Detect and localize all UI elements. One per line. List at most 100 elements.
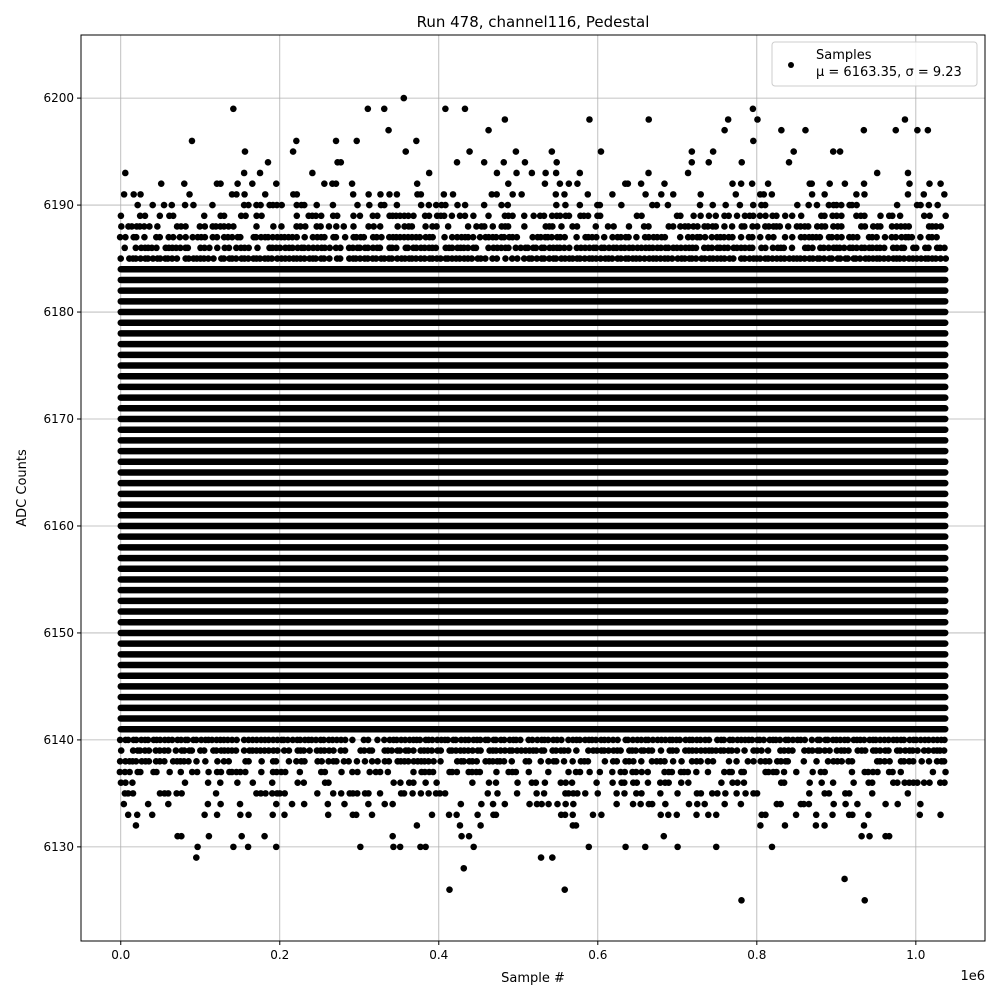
data-point: [513, 790, 521, 797]
data-point: [860, 180, 868, 187]
data-point: [296, 768, 304, 776]
data-point: [777, 757, 785, 765]
data-point: [661, 757, 668, 765]
data-point: [356, 244, 364, 252]
data-point: [268, 790, 276, 797]
data-point: [644, 736, 652, 744]
data-point: [673, 811, 681, 819]
data-point: [130, 191, 138, 198]
x-tick-label: 1.0: [906, 948, 925, 962]
data-point: [513, 169, 520, 177]
data-point: [756, 212, 764, 220]
data-point: [756, 255, 764, 262]
data-point: [285, 757, 293, 765]
plot-frame: [80, 34, 986, 942]
data-point: [188, 747, 196, 754]
data-point: [354, 768, 361, 776]
data-point: [844, 736, 852, 744]
data-point: [681, 255, 689, 262]
data-point: [121, 244, 129, 252]
data-point: [685, 779, 692, 786]
data-point: [132, 233, 140, 241]
data-point: [900, 757, 908, 765]
data-point: [241, 148, 249, 155]
data-point: [860, 126, 868, 134]
data-point: [242, 212, 249, 220]
data-point: [754, 116, 761, 123]
data-point: [560, 244, 568, 252]
data-point: [885, 832, 893, 840]
data-point: [892, 126, 900, 134]
data-point: [908, 233, 916, 241]
data-point: [429, 768, 437, 776]
data-point: [505, 244, 512, 252]
data-point: [357, 843, 364, 851]
data-point: [850, 779, 857, 786]
data-point: [361, 757, 369, 765]
data-point: [524, 244, 532, 252]
data-point: [869, 768, 877, 776]
data-point: [665, 244, 672, 252]
data-point: [901, 116, 909, 123]
data-point: [784, 757, 792, 765]
data-point: [378, 233, 385, 241]
data-point: [709, 757, 717, 765]
data-point: [728, 223, 736, 230]
data-point: [429, 233, 436, 241]
data-point: [274, 747, 281, 754]
data-point: [293, 212, 301, 220]
data-point: [122, 779, 129, 786]
data-point: [365, 223, 372, 230]
data-point: [413, 137, 420, 145]
data-point: [272, 180, 280, 187]
data-point: [380, 105, 388, 113]
data-point: [428, 747, 436, 754]
data-point: [797, 212, 805, 220]
data-point: [725, 212, 733, 220]
data-point: [781, 212, 789, 220]
data-point: [629, 800, 637, 808]
data-point: [190, 201, 197, 209]
data-point: [124, 736, 132, 744]
data-point: [485, 244, 492, 252]
data-point: [934, 201, 941, 209]
data-point: [697, 736, 704, 744]
data-point: [521, 158, 529, 166]
data-point: [765, 768, 772, 776]
data-point: [396, 747, 404, 754]
data-point: [697, 790, 705, 797]
data-point: [581, 255, 589, 262]
data-point: [738, 158, 746, 166]
data-point: [760, 736, 768, 744]
data-point: [609, 779, 616, 786]
data-point: [553, 158, 560, 166]
data-point: [558, 736, 565, 744]
data-point: [345, 757, 352, 765]
data-point: [396, 843, 404, 851]
data-point: [900, 244, 908, 252]
data-point: [542, 169, 549, 177]
data-point: [737, 180, 745, 187]
data-point: [164, 790, 172, 797]
data-point: [380, 201, 388, 209]
data-point: [164, 747, 172, 754]
data-point: [732, 191, 740, 198]
data-point: [145, 747, 153, 754]
data-point: [484, 790, 492, 797]
data-point: [701, 233, 709, 241]
data-point: [234, 779, 241, 786]
data-point: [376, 768, 384, 776]
data-point: [533, 790, 540, 797]
data-point: [473, 757, 481, 765]
data-point: [541, 779, 549, 786]
data-point: [729, 255, 737, 262]
data-point: [448, 768, 456, 776]
data-point: [704, 768, 712, 776]
data-point: [937, 180, 944, 187]
data-point: [720, 233, 728, 241]
data-point: [333, 212, 341, 220]
data-point: [788, 244, 796, 252]
legend-stats: μ = 6163.35, σ = 9.23: [816, 65, 962, 80]
data-point: [153, 244, 160, 252]
data-point: [705, 212, 713, 220]
